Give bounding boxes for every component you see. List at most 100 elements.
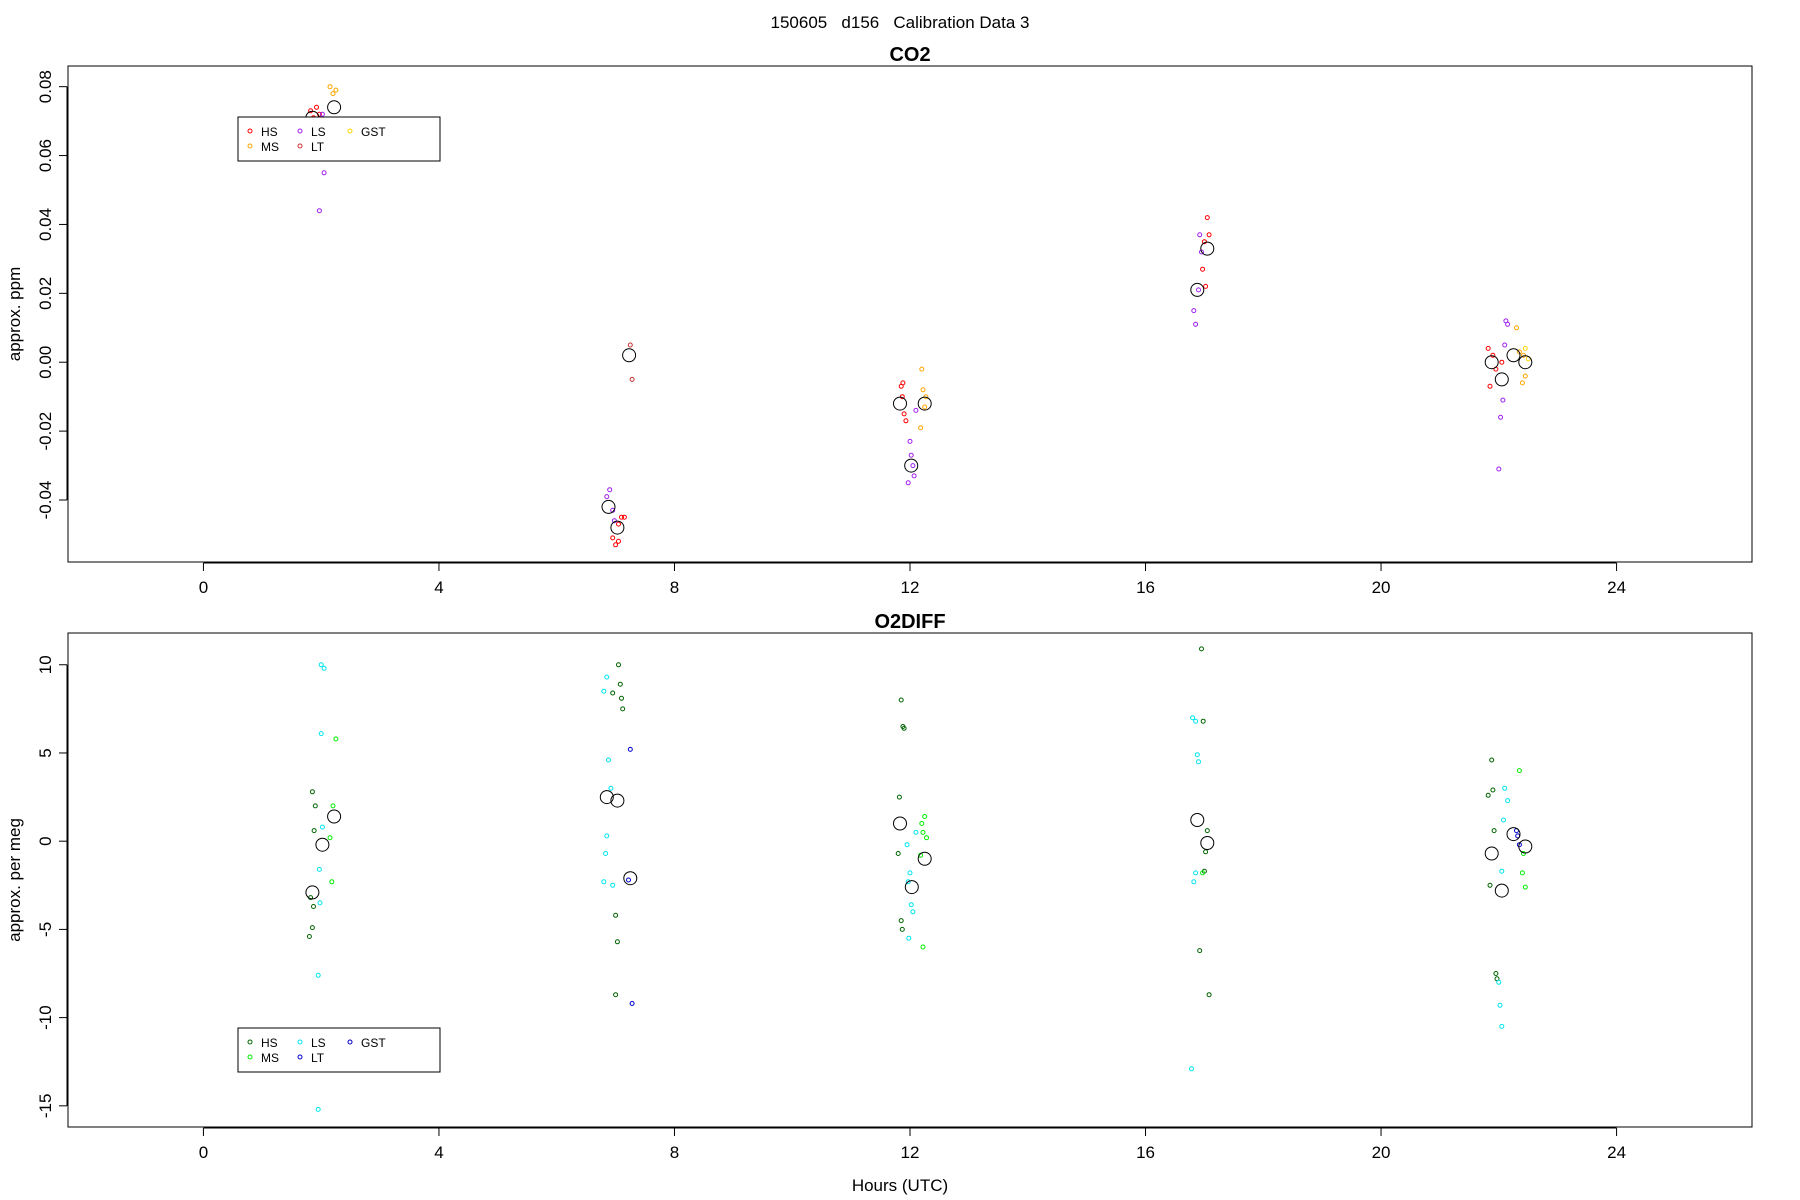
mean-point [610,520,625,535]
data-point [920,829,926,835]
legend-marker [247,128,253,134]
data-point [1497,1002,1503,1008]
legend-marker [347,1039,353,1045]
data-point [924,835,929,841]
data-point [1516,768,1522,774]
x-tick-label: 16 [1136,578,1155,597]
y-tick-label: 5 [36,748,55,757]
legend-label: LS [311,125,326,139]
legend-marker [297,128,303,134]
data-point [1516,842,1522,848]
data-point [1196,287,1201,293]
data-point [899,926,905,932]
data-point [1197,948,1203,954]
data-point [1194,752,1200,758]
data-point [904,842,910,848]
legend-label: LS [311,1036,326,1050]
series-hs [308,104,1505,548]
data-point [920,944,926,950]
legend-box [237,1027,441,1073]
data-point [1499,1023,1505,1029]
y-tick-label: 0.02 [36,277,55,310]
data-point [1496,466,1502,472]
mean-point [893,816,907,831]
mean-point [893,396,907,411]
data-point [315,1106,321,1112]
x-tick-label: 8 [670,1143,679,1162]
data-point [613,542,619,548]
data-point [616,662,621,668]
mean-point [917,851,932,866]
data-point [610,535,616,541]
data-point [317,900,323,906]
data-point [920,387,926,393]
data-point [604,833,610,839]
data-point [1519,380,1525,386]
data-point [319,111,325,117]
series-hs [306,646,1500,998]
data-point [1199,249,1204,255]
data-point [1489,757,1495,763]
y-tick-label: 0.08 [36,70,55,103]
y-axis-label: approx. per meg [5,818,24,942]
y-tick-label: 0 [36,836,55,845]
x-tick-label: 4 [434,1143,443,1162]
series-ls [316,111,1511,524]
mean-point [622,348,637,363]
legend-marker [347,128,353,134]
mean-point [599,790,614,805]
series-ms [327,736,1528,950]
x-tick-label: 24 [1607,578,1626,597]
data-point [1499,868,1505,874]
data-point [1206,232,1212,238]
data-point [610,690,616,696]
mean-point [601,499,616,514]
data-point [311,828,317,834]
data-point [1522,345,1528,351]
data-point [1191,308,1197,314]
data-point [1491,828,1497,834]
legend-marker [297,143,303,149]
legend-label: LT [311,140,325,154]
data-point [1505,321,1511,327]
data-point [905,879,911,885]
data-point [627,342,633,348]
data-point [901,725,907,731]
data-point [1193,718,1199,724]
data-point [910,909,916,915]
data-point [910,463,916,469]
data-point [329,879,335,885]
data-point [919,821,925,826]
data-point [907,870,913,876]
x-tick-label: 16 [1136,1143,1155,1162]
data-point [610,882,616,888]
data-point [606,757,611,763]
data-points [305,646,1533,1112]
data-point [1200,718,1206,724]
series-mean [305,100,1533,535]
data-point [1502,342,1508,348]
mean-point [904,458,919,473]
y-tick-label: -15 [36,1094,55,1119]
data-point [1522,373,1528,379]
figure-header: 150605 d156 Calibration Data 3 [771,13,1030,32]
mean-point [623,871,638,886]
data-point [333,736,339,742]
y-tick-label: 0.06 [36,139,55,172]
data-point [1505,798,1511,804]
legend-marker [297,1054,303,1060]
y-tick-label: 0.00 [36,346,55,379]
data-point [330,803,336,809]
y-tick-label: -0.02 [36,412,55,451]
legend-label: HS [261,125,278,139]
data-point [601,688,607,694]
data-point [626,877,631,883]
data-point [621,514,627,520]
legend-label: MS [261,1051,279,1065]
data-point [321,170,327,176]
data-point [905,480,911,486]
y-tick-label: 10 [36,655,55,674]
data-point [1485,345,1491,351]
series-ls [315,662,1511,1112]
